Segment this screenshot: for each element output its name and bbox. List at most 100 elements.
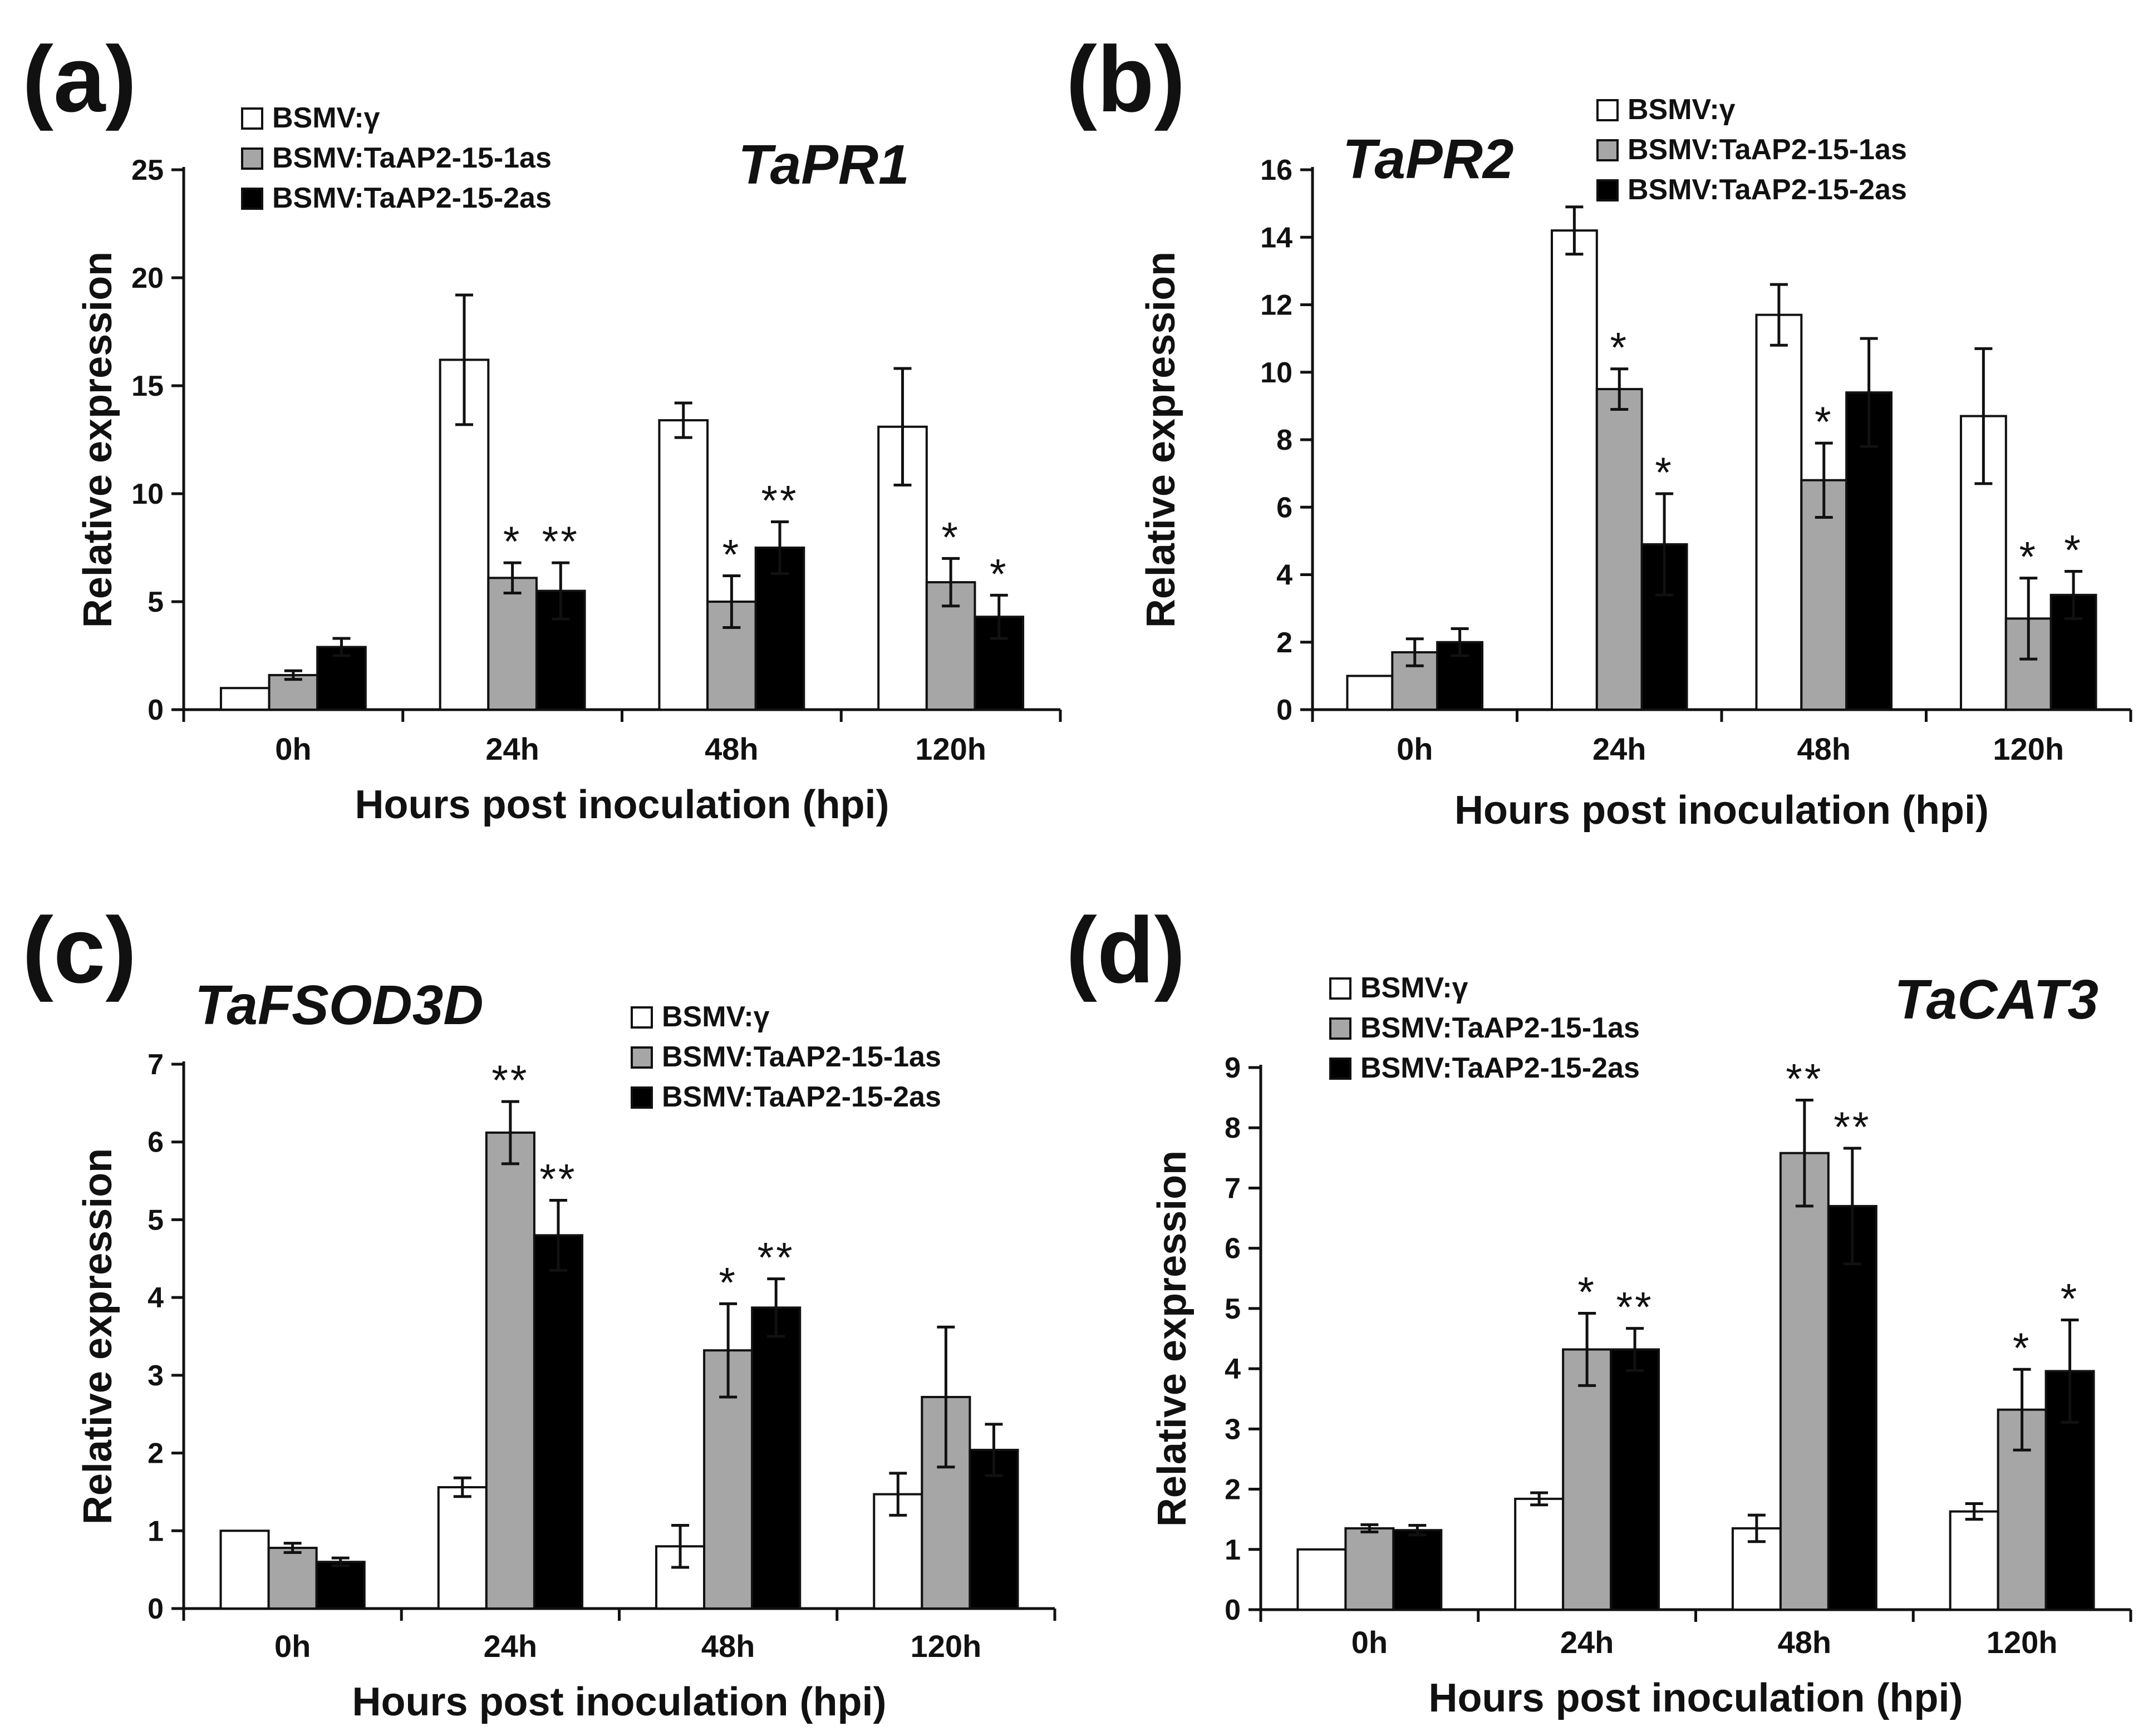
y-tick-label: 14 (1260, 222, 1292, 254)
legend-label: BSMV:TaAP2-15-1as (662, 1041, 941, 1073)
legend: BSMV:γ BSMV:TaAP2-15-1as BSMV:TaAP2-15-2as (631, 1001, 941, 1113)
y-tick-label: 5 (148, 1204, 164, 1236)
y-tick-label: 4 (148, 1282, 164, 1314)
significance-mark: * (1815, 399, 1834, 446)
category-label: 48h (701, 1629, 755, 1664)
category-label: 24h (485, 731, 539, 766)
legend-swatch (631, 1046, 653, 1069)
legend-swatch (1596, 139, 1619, 161)
y-axis-title: Relative expression (1139, 252, 1183, 628)
y-tick-label: 0 (1225, 1594, 1241, 1626)
significance-mark: ** (1786, 1055, 1823, 1103)
bar-bsmv-taap2-15-1as (1344, 1527, 1395, 1611)
y-tick-label: 6 (1225, 1233, 1241, 1265)
panel-label: (d) (1066, 898, 1186, 1002)
bar-bsmv- (1514, 1497, 1565, 1611)
bar-bsmv- (1346, 675, 1394, 711)
bar-bsmv-taap2-15-2as (1827, 1204, 1877, 1611)
panel-label: (a) (22, 27, 136, 131)
significance-mark: ** (758, 1235, 795, 1282)
category-label: 120h (915, 731, 986, 766)
bar-bsmv- (439, 358, 490, 711)
legend-swatch (1329, 1017, 1351, 1040)
bar-bsmv- (437, 1486, 488, 1610)
y-tick-label: 2 (1276, 627, 1292, 659)
x-axis-title: Hours post inoculation (hpi) (355, 783, 889, 827)
y-tick-label: 7 (1225, 1172, 1241, 1204)
legend-label: BSMV:TaAP2-15-1as (272, 142, 552, 174)
bar-bsmv- (1550, 229, 1598, 711)
significance-mark: * (2061, 1275, 2080, 1322)
significance-mark: * (503, 518, 522, 565)
gene-title: TaPR1 (738, 134, 910, 196)
bar-bsmv- (1949, 1510, 1999, 1611)
bar-bsmv-taap2-15-1as (1562, 1348, 1613, 1611)
legend-swatch (241, 147, 263, 170)
x-axis-title: Hours post inoculation (hpi) (1429, 1676, 1963, 1720)
y-tick-label: 15 (131, 370, 164, 402)
y-tick-label: 7 (148, 1049, 164, 1081)
legend-label: BSMV:TaAP2-15-1as (1628, 134, 1907, 166)
legend: BSMV:γ BSMV:TaAP2-15-1as BSMV:TaAP2-15-2as (1596, 94, 1907, 206)
legend-swatch (631, 1086, 653, 1109)
panel-label: (b) (1066, 27, 1186, 131)
y-tick-label: 6 (148, 1127, 164, 1159)
y-tick-label: 12 (1260, 289, 1292, 322)
y-tick-label: 5 (1225, 1293, 1241, 1325)
bar-bsmv-taap2-15-1as (1779, 1152, 1830, 1611)
significance-mark: * (1577, 1269, 1596, 1316)
y-axis-title: Relative expression (1150, 1150, 1195, 1527)
x-axis-title: Hours post inoculation (hpi) (352, 1680, 887, 1724)
bar-bsmv- (1296, 1548, 1347, 1611)
bar-bsmv-taap2-15-1as (485, 1131, 535, 1610)
legend-swatch (241, 107, 263, 130)
legend-label: BSMV:γ (662, 1001, 770, 1033)
significance-mark: * (2064, 527, 2083, 574)
category-label: 0h (1397, 731, 1433, 766)
bar-bsmv- (658, 419, 709, 711)
legend-label: BSMV:γ (1360, 972, 1468, 1004)
y-tick-label: 3 (1225, 1413, 1241, 1445)
legend-swatch (1329, 1058, 1351, 1080)
category-label: 0h (1351, 1625, 1388, 1660)
significance-mark: ** (542, 518, 579, 565)
category-label: 48h (1778, 1625, 1832, 1660)
category-label: 24h (484, 1629, 538, 1664)
y-tick-label: 25 (131, 154, 164, 186)
y-axis-title: Relative expression (76, 252, 120, 628)
legend-swatch (1596, 99, 1619, 121)
y-tick-label: 0 (148, 694, 164, 726)
y-tick-label: 1 (148, 1515, 164, 1547)
significance-mark: ** (491, 1057, 529, 1104)
panel-label: (c) (22, 898, 136, 1002)
bar-bsmv- (219, 1530, 270, 1610)
bar-bsmv-taap2-15-2as (315, 1561, 366, 1610)
significance-mark: * (722, 531, 741, 578)
significance-mark: * (1610, 324, 1629, 372)
y-tick-label: 5 (148, 586, 164, 618)
significance-mark: * (719, 1259, 738, 1306)
legend-swatch (1596, 179, 1619, 201)
y-tick-label: 1 (1225, 1534, 1241, 1566)
significance-mark: * (2019, 534, 2038, 581)
category-label: 120h (1987, 1625, 2058, 1660)
y-tick-label: 9 (1225, 1052, 1241, 1084)
y-tick-label: 2 (1225, 1474, 1241, 1506)
category-label: 24h (1592, 731, 1646, 766)
chart-panel-b: (b) TaPR2 0 2 4 6 8 10 12 14 16 0h 24h 48h 120h * * * * * Re… (1066, 27, 2132, 833)
legend-swatch (1329, 977, 1351, 1000)
legend: BSMV:γ BSMV:TaAP2-15-1as BSMV:TaAP2-15-2as (1329, 972, 1640, 1084)
x-axis-title: Hours post inoculation (hpi) (1454, 788, 1989, 833)
bar-bsmv-taap2-15-2as (316, 646, 367, 711)
y-tick-label: 8 (1225, 1112, 1241, 1144)
gene-title: TaCAT3 (1894, 968, 2098, 1031)
y-axis-title: Relative expression (76, 1148, 120, 1524)
category-label: 48h (705, 731, 759, 766)
category-label: 120h (911, 1629, 982, 1664)
y-tick-label: 16 (1260, 154, 1292, 186)
significance-mark: * (990, 550, 1009, 598)
bar-bsmv-taap2-15-1as (268, 673, 319, 711)
